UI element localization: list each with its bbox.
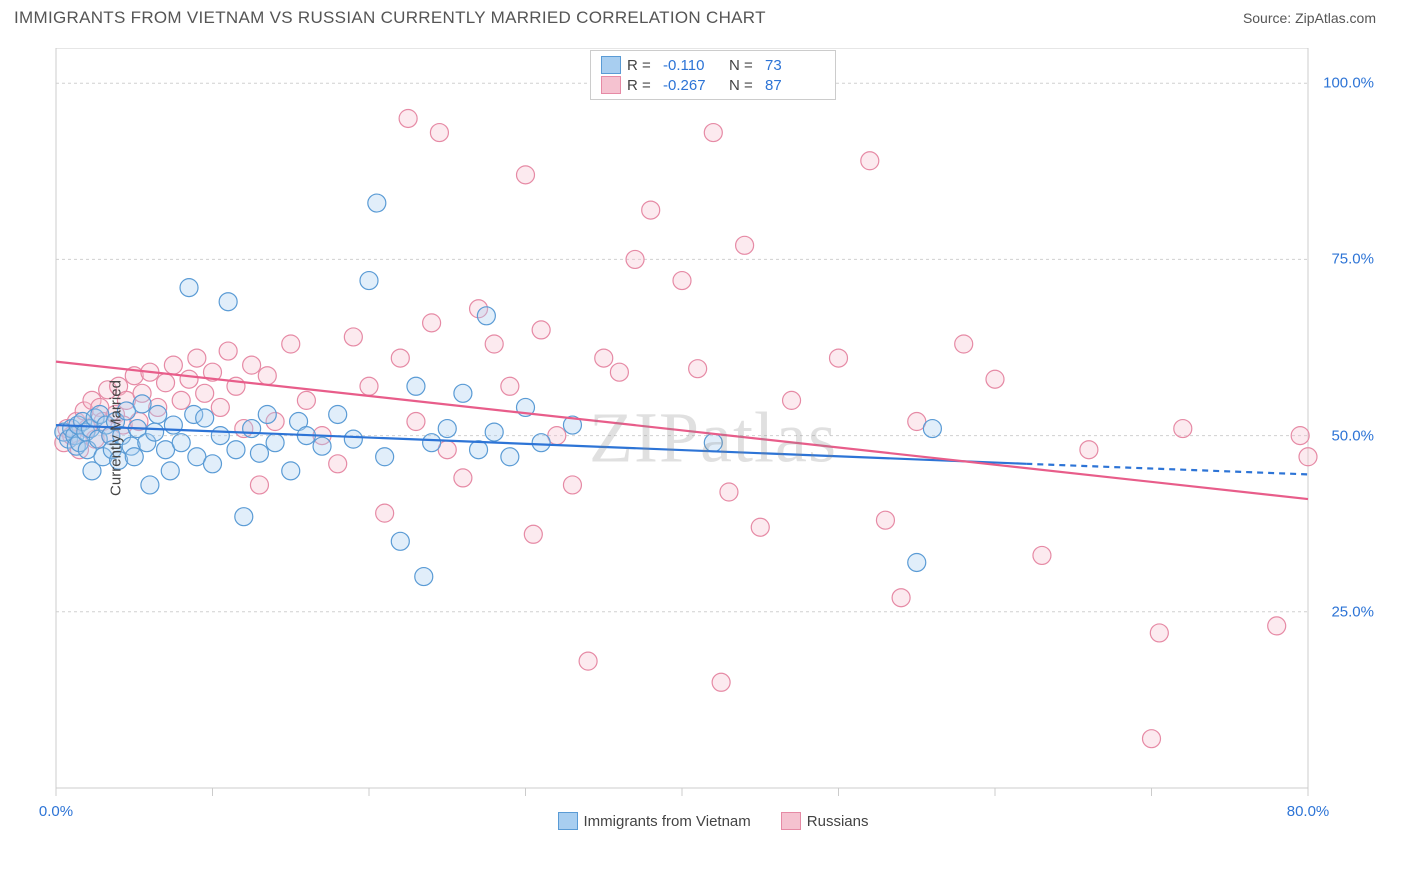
n-value: 87 [765,77,825,94]
legend-item-vietnam: Immigrants from Vietnam [558,812,751,830]
y-tick-label: 75.0% [1331,251,1374,268]
swatch-russians-icon [601,76,621,94]
swatch-russians-icon [781,812,801,830]
y-axis-label: Currently Married [107,380,124,496]
n-value: 73 [765,57,825,74]
legend-row-vietnam: R = -0.110 N = 73 [601,55,825,75]
legend-label: Immigrants from Vietnam [584,813,751,830]
y-tick-label: 100.0% [1323,75,1374,92]
x-tick-label: 80.0% [1287,803,1330,820]
r-value: -0.110 [663,57,723,74]
y-tick-label: 25.0% [1331,603,1374,620]
x-tick-label: 0.0% [39,803,73,820]
series-legend: Immigrants from Vietnam Russians [48,812,1378,830]
n-label: N = [729,77,759,94]
r-label: R = [627,57,657,74]
chart-title: IMMIGRANTS FROM VIETNAM VS RUSSIAN CURRE… [14,8,766,28]
swatch-vietnam-icon [558,812,578,830]
r-value: -0.267 [663,77,723,94]
n-label: N = [729,57,759,74]
y-tick-label: 50.0% [1331,427,1374,444]
legend-label: Russians [807,813,869,830]
correlation-legend: R = -0.110 N = 73 R = -0.267 N = 87 [590,50,836,100]
chart-container: Currently Married ZIPatlas R = -0.110 N … [48,48,1378,828]
source-label: Source: ZipAtlas.com [1243,10,1376,26]
legend-row-russians: R = -0.267 N = 87 [601,75,825,95]
legend-item-russians: Russians [781,812,869,830]
swatch-vietnam-icon [601,56,621,74]
r-label: R = [627,77,657,94]
scatter-chart [48,48,1378,828]
